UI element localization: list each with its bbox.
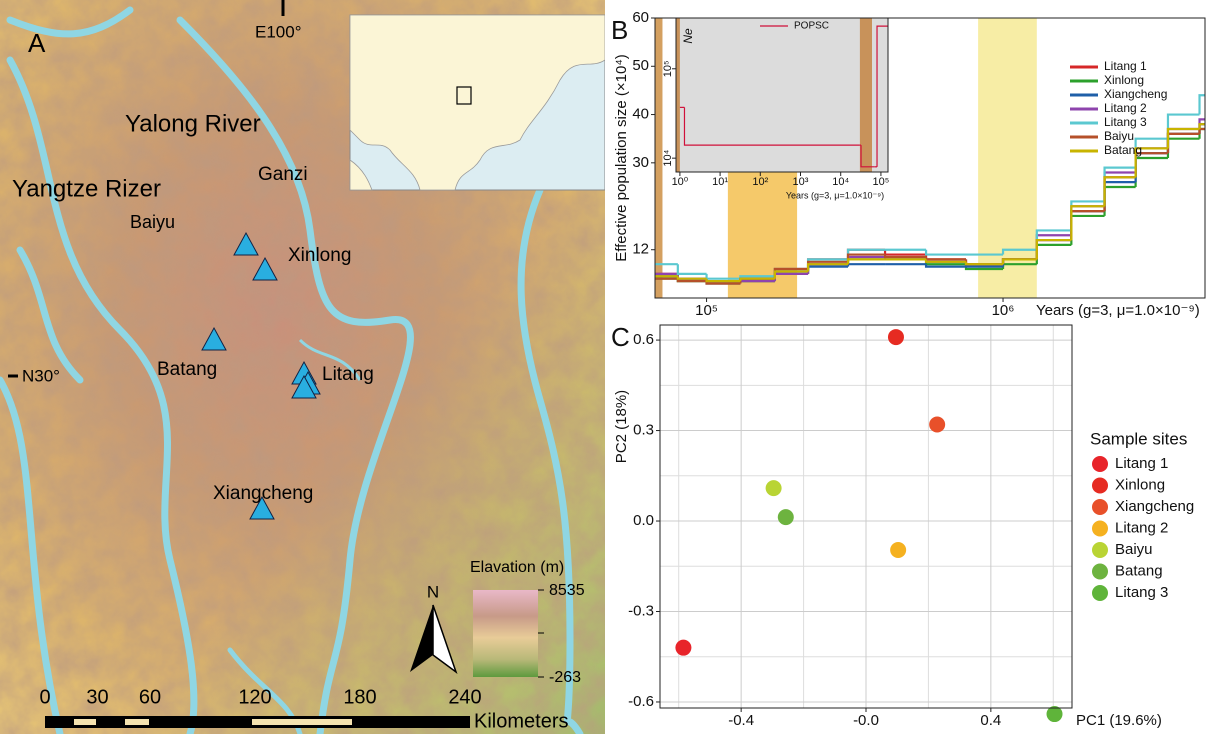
- legend-swatch: [1092, 585, 1108, 601]
- legend-label: Xinlong: [1115, 476, 1165, 493]
- place-label: Batang: [157, 359, 217, 380]
- x-tick-label: 0.4: [980, 712, 1001, 729]
- legend-label: Litang 1: [1104, 59, 1147, 73]
- legend-swatch: [1092, 478, 1108, 494]
- y-tick-label: -0.6: [628, 693, 654, 710]
- place-label: Baiyu: [130, 212, 175, 232]
- legend-swatch: [1092, 456, 1108, 472]
- x-tick-label: -0.0: [853, 712, 879, 729]
- north-label: N: [427, 582, 439, 601]
- x-axis-label: Years (g=3, μ=1.0×10⁻⁹): [786, 190, 884, 200]
- y-tick-label: 40: [632, 106, 649, 123]
- y-tick-label: -0.3: [628, 602, 654, 619]
- legend-label: Litang 3: [1115, 584, 1168, 601]
- x-axis-label: Years (g=3, μ=1.0×10⁻⁹): [1036, 302, 1200, 319]
- legend-label: Xiangcheng: [1115, 498, 1194, 515]
- x-tick-label: 10³: [793, 176, 809, 188]
- y-axis-label: Ne: [681, 28, 695, 44]
- map-panel: A E100° N30° Yalong River Yangtze Rizer …: [0, 0, 605, 734]
- legend-label: Batang: [1104, 143, 1142, 157]
- legend-swatch: [1092, 499, 1108, 515]
- legend-swatch: [1092, 542, 1108, 558]
- scale-label: 120: [238, 686, 271, 708]
- place-label: Xinlong: [288, 245, 351, 266]
- x-tick-label: 10⁵: [873, 176, 890, 188]
- scale-label: 180: [343, 686, 376, 708]
- legend-title: Elavation (m): [470, 559, 564, 576]
- x-tick-label: 10⁰: [672, 176, 689, 188]
- panel-label: C: [611, 322, 630, 352]
- legend-title: Sample sites: [1090, 429, 1187, 448]
- legend-label: Litang 1: [1115, 455, 1168, 472]
- y-tick-label: 0.0: [633, 512, 654, 529]
- legend-swatch: [1092, 521, 1108, 537]
- point: [888, 329, 904, 345]
- shaded-region: [860, 18, 872, 172]
- x-tick-label: 10²: [752, 176, 768, 188]
- x-axis-label: PC1 (19.6%): [1076, 712, 1162, 729]
- shaded-region: [676, 18, 680, 172]
- elevation-min: -263: [549, 669, 581, 686]
- place-label: Litang: [322, 364, 374, 385]
- place-label: Xiangcheng: [213, 483, 313, 504]
- point: [890, 542, 906, 558]
- place-label: Ganzi: [258, 164, 308, 185]
- point: [675, 640, 691, 656]
- y-tick-label: 60: [632, 9, 649, 26]
- y-tick-label: 0.6: [633, 331, 654, 348]
- legend-label: Litang 2: [1104, 101, 1147, 115]
- river-label: Yalong River: [125, 110, 261, 137]
- x-tick-label: 10⁵: [695, 302, 718, 319]
- scale-label: 0: [39, 686, 50, 708]
- scale-bar-segment: [74, 719, 96, 725]
- longitude-label: E100°: [255, 22, 302, 41]
- y-axis-label: PC2 (18%): [613, 390, 630, 463]
- y-tick-label: 30: [632, 154, 649, 171]
- scale-label: 60: [139, 686, 161, 708]
- elevation-scale: [473, 590, 538, 677]
- elevation-max: 8535: [549, 582, 585, 599]
- point: [766, 480, 782, 496]
- x-tick-label: 10⁴: [832, 176, 849, 188]
- latitude-label: N30°: [22, 366, 60, 385]
- x-tick-label: 10¹: [712, 176, 728, 188]
- point: [778, 509, 794, 525]
- panel-label: B: [611, 15, 628, 45]
- shaded-region: [978, 18, 1037, 298]
- legend-label: Xinlong: [1104, 73, 1144, 87]
- panel-label: A: [28, 28, 46, 58]
- legend-label: Batang: [1115, 562, 1163, 579]
- legend-label: Litang 2: [1115, 519, 1168, 536]
- legend-swatch: [1092, 564, 1108, 580]
- scale-unit: Kilometers: [474, 710, 568, 732]
- scale-label: 30: [86, 686, 108, 708]
- legend-label: Litang 3: [1104, 115, 1147, 129]
- plot-area: [676, 18, 888, 172]
- point: [929, 417, 945, 433]
- legend-label: Baiyu: [1104, 129, 1134, 143]
- scale-bar-segment: [252, 719, 352, 725]
- figure: A E100° N30° Yalong River Yangtze Rizer …: [0, 0, 1214, 734]
- y-tick-label: 50: [632, 57, 649, 74]
- y-tick-label: 12: [632, 241, 649, 258]
- y-tick-label: 10⁵: [662, 60, 674, 77]
- x-tick-label: 10⁶: [992, 302, 1015, 319]
- y-tick-label: 10⁴: [662, 149, 674, 166]
- x-tick-label: -0.4: [728, 712, 754, 729]
- scale-label: 240: [448, 686, 481, 708]
- river-label: Yangtze Rizer: [12, 175, 161, 202]
- scale-bar-segment: [125, 719, 149, 725]
- y-axis-label: Effective population size (×10⁴): [613, 54, 630, 262]
- legend-label: POPSC: [794, 21, 829, 32]
- y-tick-label: 0.3: [633, 422, 654, 439]
- legend-label: Xiangcheng: [1104, 87, 1167, 101]
- legend-label: Baiyu: [1115, 541, 1153, 558]
